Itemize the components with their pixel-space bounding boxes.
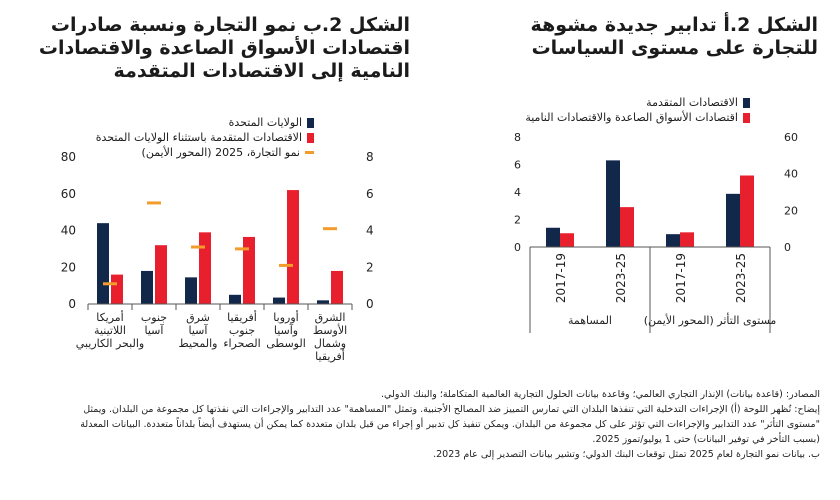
panel-b-bar bbox=[243, 236, 255, 304]
panel-a-bar bbox=[546, 227, 560, 247]
panel-b-left-tick-label: 40 bbox=[61, 224, 76, 238]
panel-a-bar bbox=[680, 232, 694, 247]
panel-a-category-label: 2017-19 bbox=[554, 253, 568, 303]
panel-a-bar bbox=[740, 175, 754, 247]
panel-a-right-tick-label: 60 bbox=[784, 131, 798, 144]
legend-label: نمو التجارة، 2025 (المحور الأيمن) bbox=[141, 146, 300, 159]
panel-b-category-label: أفريقيا جنوب الصحراء bbox=[223, 310, 260, 350]
panel-b-right-tick-label: 0 bbox=[366, 297, 374, 311]
panel-a-right-tick-label: 20 bbox=[784, 204, 798, 217]
panel-b-title: الشكل 2.ب نمو التجارة ونسبة صادرات اقتصا… bbox=[38, 14, 410, 82]
panel-a-bar bbox=[726, 193, 740, 247]
panel-b-bar bbox=[331, 270, 343, 304]
panel-a-category-label: 2023-25 bbox=[614, 253, 628, 303]
panel-b-category-label: أوروبا وآسيا الوسطى bbox=[266, 310, 306, 350]
panel-a-left-tick-label: 6 bbox=[514, 159, 521, 172]
panel-b-category-label: أمريكا اللاتينية والبحر الكاريبي bbox=[76, 310, 144, 350]
panel-a-group-label: المساهمة bbox=[568, 314, 612, 327]
panel-b-right-tick-label: 6 bbox=[366, 187, 374, 201]
panel-b-bar bbox=[141, 270, 153, 304]
panel-b-legend: الولايات المتحدة الاقتصادات المتقدمة باس… bbox=[96, 116, 314, 161]
panel-b-right-tick-label: 4 bbox=[366, 224, 374, 238]
panel-a-title: الشكل 2.أ تدابير جديدة مشوهة للتجارة على… bbox=[530, 14, 818, 59]
panel-b-bar bbox=[185, 277, 197, 304]
explanation-note-end: (بسبب التأخر في توفير البيانات) حتى 1 يو… bbox=[592, 434, 820, 445]
legend-swatch-red bbox=[743, 112, 750, 123]
legend-label: الاقتصادات المتقدمة باستثناء الولايات ال… bbox=[95, 131, 302, 144]
legend-swatch-navy bbox=[307, 117, 314, 128]
panel-b-bar bbox=[199, 232, 211, 304]
legend-label: اقتصادات الأسواق الصاعدة والاقتصادات الن… bbox=[525, 111, 738, 124]
legend-swatch-red bbox=[307, 132, 314, 143]
legend-item-trade-growth: نمو التجارة، 2025 (المحور الأيمن) bbox=[96, 146, 314, 159]
panel-a-left-tick-label: 2 bbox=[514, 214, 521, 227]
legend-item-advanced: الاقتصادات المتقدمة bbox=[525, 96, 750, 109]
panel-a-right-tick-label: 40 bbox=[784, 168, 798, 181]
panel-b-bar bbox=[111, 274, 123, 304]
panel-b-left-tick-label: 80 bbox=[61, 150, 76, 164]
panel-a-group-label: مستوى التأثر (المحور الأيمن) bbox=[644, 312, 777, 327]
explanation-note-cont: "مستوى التأثر" عدد التدابير والإجراءات ا… bbox=[80, 419, 820, 430]
legend-item-us: الولايات المتحدة bbox=[96, 116, 314, 129]
legend-swatch-navy bbox=[743, 97, 750, 108]
panel-b-bar bbox=[155, 245, 167, 304]
panel-b-right-tick-label: 2 bbox=[366, 260, 374, 274]
panel-a-category-label: 2017-19 bbox=[674, 253, 688, 303]
panel-a-bar bbox=[560, 233, 574, 247]
panel-a-bar bbox=[606, 160, 620, 247]
panel-a-left-tick-label: 0 bbox=[514, 241, 521, 254]
panel-a-bar bbox=[666, 234, 680, 247]
legend-label: الولايات المتحدة bbox=[228, 116, 302, 129]
panel-b-category-label: جنوب آسيا bbox=[141, 311, 167, 337]
panel-b-bar bbox=[317, 300, 329, 304]
panel-a-legend: الاقتصادات المتقدمة اقتصادات الأسواق الص… bbox=[525, 96, 750, 126]
sources-note: المصادر: (قاعدة بيانات) الإنذار التجاري … bbox=[381, 389, 820, 400]
panel-a-category-label: 2023-25 bbox=[734, 253, 748, 303]
panel-b-left-tick-label: 60 bbox=[61, 187, 76, 201]
panel-b-bar bbox=[229, 294, 241, 304]
panel-b-right-tick-label: 8 bbox=[366, 150, 374, 164]
panel-b-category-label: الشرق الأوسط وشمال أفريقيا bbox=[313, 311, 347, 363]
panel-b-category-label: شرق آسيا والمحيط bbox=[179, 311, 218, 350]
panel-a-right-tick-label: 0 bbox=[784, 241, 791, 254]
explanation-note: إيضاح: تُظهر اللوحة (أ) الإجراءات التدخل… bbox=[83, 404, 820, 415]
panel-b-left-tick-label: 20 bbox=[61, 260, 76, 274]
panel-b-note: ب. بيانات نمو التجارة لعام 2025 تمثل توق… bbox=[433, 449, 820, 460]
panel-a-left-tick-label: 8 bbox=[514, 131, 521, 144]
legend-item-advanced-ex-us: الاقتصادات المتقدمة باستثناء الولايات ال… bbox=[96, 131, 314, 144]
panel-b-bar bbox=[273, 297, 285, 304]
panel-a-left-tick-label: 4 bbox=[514, 186, 521, 199]
legend-swatch-orange-dash bbox=[305, 151, 314, 154]
legend-label: الاقتصادات المتقدمة bbox=[646, 96, 738, 109]
panel-b-bar bbox=[287, 190, 299, 304]
footnotes: المصادر: (قاعدة بيانات) الإنذار التجاري … bbox=[16, 387, 820, 462]
panel-b-left-tick-label: 0 bbox=[68, 297, 76, 311]
legend-item-emde: اقتصادات الأسواق الصاعدة والاقتصادات الن… bbox=[525, 111, 750, 124]
panel-a-bar bbox=[620, 207, 634, 247]
panel-b-bar bbox=[97, 223, 109, 304]
